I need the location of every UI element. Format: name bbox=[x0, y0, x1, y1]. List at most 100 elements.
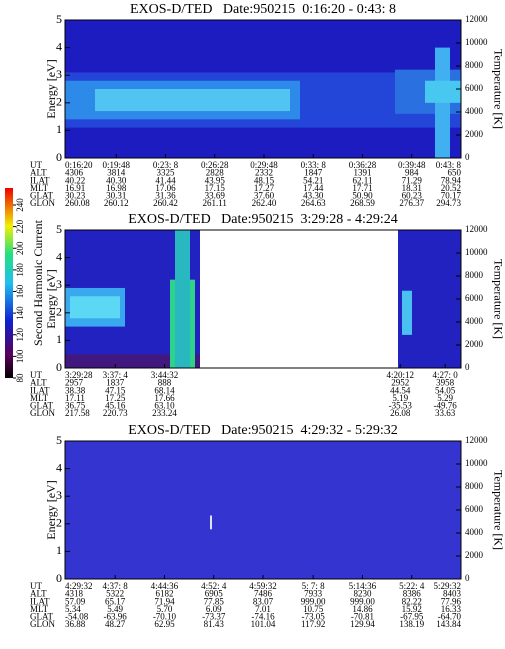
table-cell: 0:43: 8 bbox=[436, 160, 462, 170]
y-axis-label: Energy [eV] bbox=[44, 269, 58, 328]
table-row-name: MLT bbox=[30, 183, 49, 193]
table-cell: 62.11 bbox=[353, 175, 373, 185]
table-cell: 3:44:32 bbox=[151, 370, 179, 380]
table-cell: 4:59:32 bbox=[249, 581, 277, 591]
colorbar-tick-label: 80 bbox=[15, 373, 25, 383]
table-cell: 5.29 bbox=[437, 393, 453, 403]
table-cell: 294.73 bbox=[436, 198, 461, 208]
table-cell: 7486 bbox=[254, 589, 273, 599]
table-cell: 0:19:48 bbox=[102, 160, 130, 170]
table-row-name: ALT bbox=[30, 589, 47, 599]
y2-tick-label: 4000 bbox=[465, 316, 484, 326]
table-cell: 18.31 bbox=[402, 183, 422, 193]
table-cell: 57.09 bbox=[65, 596, 86, 606]
table-cell: 71.94 bbox=[154, 596, 175, 606]
table-cell: 26.08 bbox=[390, 408, 411, 418]
table-cell: 43.95 bbox=[205, 175, 226, 185]
table-cell: 82.22 bbox=[402, 596, 422, 606]
table-cell: 261.11 bbox=[203, 198, 227, 208]
table-cell: 5.70 bbox=[157, 604, 173, 614]
y2-tick-label: 10000 bbox=[465, 458, 488, 468]
y-tick-label: 0 bbox=[56, 150, 62, 164]
table-cell: 268.59 bbox=[350, 198, 375, 208]
table-cell: 888 bbox=[158, 378, 172, 388]
table-cell: 40.22 bbox=[65, 175, 85, 185]
table-cell: 16.91 bbox=[65, 183, 85, 193]
y-axis-label: Energy [eV] bbox=[44, 480, 58, 539]
spectrogram bbox=[210, 515, 212, 530]
colorbar-tick-label: 100 bbox=[15, 349, 25, 363]
y-tick-label: 2 bbox=[56, 305, 62, 319]
table-cell: 77.96 bbox=[441, 596, 462, 606]
table-cell: 260.08 bbox=[65, 198, 90, 208]
table-row-name: GLAT bbox=[30, 611, 53, 621]
table-row-name: GLON bbox=[30, 408, 55, 418]
table-cell: 138.19 bbox=[399, 619, 424, 629]
y-tick-label: 5 bbox=[56, 12, 62, 26]
table-cell: 81.43 bbox=[204, 619, 225, 629]
table-cell: 0:36:28 bbox=[349, 160, 377, 170]
table-cell: 0:23: 8 bbox=[153, 160, 179, 170]
table-cell: 650 bbox=[448, 168, 462, 178]
table-cell: 45.16 bbox=[105, 400, 126, 410]
table-cell: 17.27 bbox=[254, 183, 275, 193]
y2-tick-label: 8000 bbox=[465, 481, 484, 491]
colorbar bbox=[5, 188, 13, 378]
y-tick-label: 0 bbox=[56, 360, 62, 374]
table-cell: 77.85 bbox=[204, 596, 225, 606]
table-cell: 6905 bbox=[205, 589, 224, 599]
y-tick-label: 2 bbox=[56, 516, 62, 530]
table-cell: 17.15 bbox=[205, 183, 226, 193]
y2-tick-label: 4000 bbox=[465, 106, 484, 116]
y2-tick-label: 6000 bbox=[465, 504, 484, 514]
y2-tick-label: 10000 bbox=[465, 37, 488, 47]
table-cell: -67.95 bbox=[400, 611, 424, 621]
table-cell: 101.04 bbox=[251, 619, 276, 629]
table-cell: 63.10 bbox=[154, 400, 175, 410]
table-cell: -64.70 bbox=[438, 611, 462, 621]
table-cell: 36.75 bbox=[65, 400, 86, 410]
table-row-name: ALT bbox=[30, 168, 47, 178]
table-cell: 4:20:12 bbox=[386, 370, 414, 380]
table-cell: 0:16:20 bbox=[65, 160, 93, 170]
table-cell: 233.24 bbox=[152, 408, 177, 418]
table-cell: 38.38 bbox=[65, 385, 86, 395]
table-cell: 5:29:32 bbox=[433, 581, 461, 591]
spectrogram bbox=[95, 89, 290, 112]
table-cell: 7933 bbox=[304, 589, 323, 599]
table-cell: 40.30 bbox=[106, 175, 127, 185]
table-row-name: GLAT bbox=[30, 190, 53, 200]
colorbar-tick-label: 220 bbox=[15, 219, 25, 233]
table-cell: 984 bbox=[405, 168, 419, 178]
table-row-name: ILAT bbox=[30, 385, 50, 395]
table-cell: 4:52: 4 bbox=[201, 581, 227, 591]
y-tick-label: 1 bbox=[56, 332, 62, 346]
y-tick-label: 0 bbox=[56, 571, 62, 585]
table-cell: 71.29 bbox=[402, 175, 423, 185]
spectrogram bbox=[65, 441, 461, 579]
table-row-name: ALT bbox=[30, 378, 47, 388]
table-cell: -74.16 bbox=[251, 611, 275, 621]
y-tick-label: 3 bbox=[56, 67, 62, 81]
table-cell: 17.11 bbox=[65, 393, 85, 403]
table-cell: 47.15 bbox=[105, 385, 126, 395]
table-cell: 4306 bbox=[65, 168, 84, 178]
table-cell: 41.44 bbox=[155, 175, 176, 185]
table-cell: 33.63 bbox=[435, 408, 456, 418]
table-cell: 6182 bbox=[155, 589, 173, 599]
table-cell: 5.19 bbox=[392, 393, 408, 403]
table-cell: 217.58 bbox=[65, 408, 90, 418]
table-cell: 5:14:36 bbox=[349, 581, 377, 591]
panel-title: EXOS-D/TED Date:950215 0:16:20 - 0:43: 8 bbox=[130, 2, 396, 17]
table-cell: 0:33: 8 bbox=[301, 160, 327, 170]
table-cell: 5:22: 4 bbox=[399, 581, 425, 591]
table-cell: 20.52 bbox=[441, 183, 461, 193]
y2-tick-label: 12000 bbox=[465, 14, 488, 24]
table-row-name: UT bbox=[30, 370, 42, 380]
spectrogram bbox=[175, 230, 190, 368]
table-cell: 44.54 bbox=[390, 385, 411, 395]
table-cell: 48.27 bbox=[105, 619, 126, 629]
table-cell: 8386 bbox=[403, 589, 422, 599]
table-cell: 31.36 bbox=[155, 190, 176, 200]
